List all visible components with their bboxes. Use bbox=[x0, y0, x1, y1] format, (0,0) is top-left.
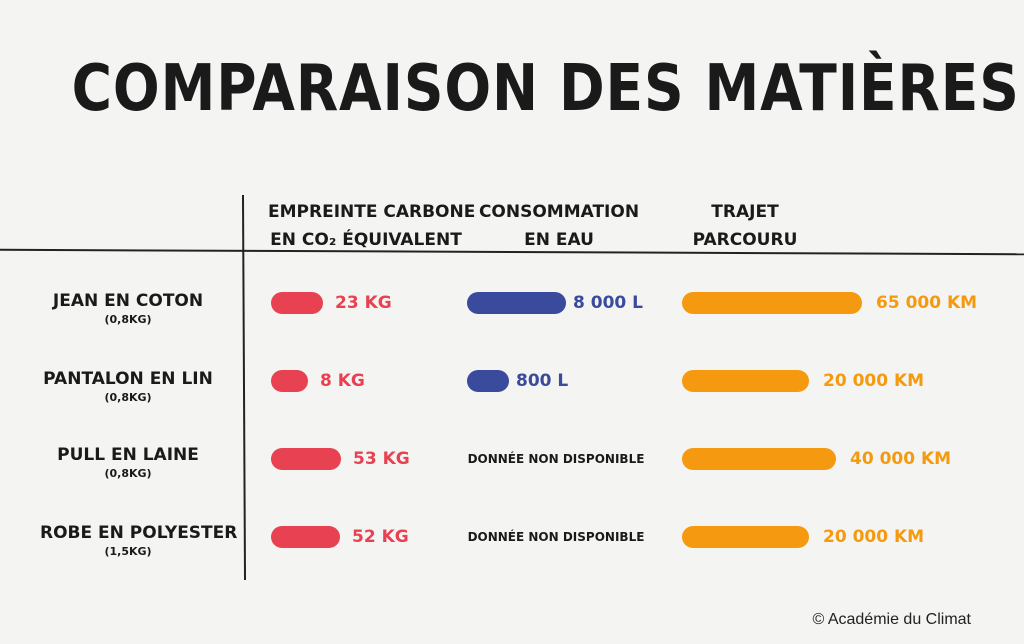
category-name: PULL EN LAINE bbox=[57, 445, 199, 465]
header-trip-line1: TRAJET bbox=[711, 202, 779, 222]
no-data-label: DONNÉE NON DISPONIBLE bbox=[467, 452, 645, 466]
category-weight: (1,5KG) bbox=[104, 545, 152, 558]
no-data-label: DONNÉE NON DISPONIBLE bbox=[467, 530, 645, 544]
trip-bar bbox=[682, 448, 836, 470]
category-name: JEAN EN COTON bbox=[52, 291, 204, 311]
category-label: ROBE EN POLYESTER (1,5KG) bbox=[40, 522, 238, 560]
carbon-bar bbox=[271, 292, 323, 314]
category-weight: (0,8KG) bbox=[104, 313, 152, 326]
header-trip: TRAJET PARCOURU bbox=[690, 198, 800, 254]
header-carbon-line2: EN CO₂ ÉQUIVALENT bbox=[270, 230, 462, 250]
trip-bar bbox=[682, 292, 862, 314]
chart-title: COMPARAISON DES MATIÈRES bbox=[71, 52, 1020, 126]
trip-bar bbox=[682, 526, 809, 548]
header-trip-line2: PARCOURU bbox=[692, 230, 798, 250]
category-weight: (0,8KG) bbox=[104, 467, 152, 480]
water-bar bbox=[467, 370, 509, 392]
category-name: ROBE EN POLYESTER bbox=[40, 523, 238, 543]
carbon-bar bbox=[271, 526, 340, 548]
water-value-label: 800 L bbox=[516, 371, 569, 391]
category-label: JEAN EN COTON (0,8KG) bbox=[40, 290, 216, 328]
water-bar bbox=[467, 292, 566, 314]
header-water-line2: EN EAU bbox=[524, 230, 594, 250]
water-value-label: 8 000 L bbox=[573, 293, 643, 313]
category-name: PANTALON EN LIN bbox=[43, 369, 213, 389]
trip-value-label: 65 000 KM bbox=[876, 293, 978, 313]
category-label: PANTALON EN LIN (0,8KG) bbox=[40, 368, 216, 406]
label-divider-line bbox=[241, 194, 247, 581]
header-water-line1: CONSOMMATION bbox=[478, 202, 640, 222]
carbon-value-label: 53 KG bbox=[353, 449, 410, 469]
credit-text: © Académie du Climat bbox=[812, 611, 971, 628]
category-label: PULL EN LAINE (0,8KG) bbox=[40, 444, 216, 482]
carbon-value-label: 23 KG bbox=[335, 293, 392, 313]
header-water: CONSOMMATION EN EAU bbox=[476, 198, 642, 254]
header-carbon: EMPREINTE CARBONE EN CO₂ ÉQUIVALENT bbox=[268, 198, 476, 254]
carbon-value-label: 52 KG bbox=[352, 527, 409, 547]
trip-value-label: 40 000 KM bbox=[850, 449, 952, 469]
trip-value-label: 20 000 KM bbox=[823, 371, 925, 391]
trip-bar bbox=[682, 370, 809, 392]
carbon-value-label: 8 KG bbox=[320, 371, 365, 391]
category-weight: (0,8KG) bbox=[104, 391, 152, 404]
header-carbon-line1: EMPREINTE CARBONE bbox=[268, 202, 476, 222]
carbon-bar bbox=[271, 370, 308, 392]
carbon-bar bbox=[271, 448, 341, 470]
trip-value-label: 20 000 KM bbox=[823, 527, 925, 547]
